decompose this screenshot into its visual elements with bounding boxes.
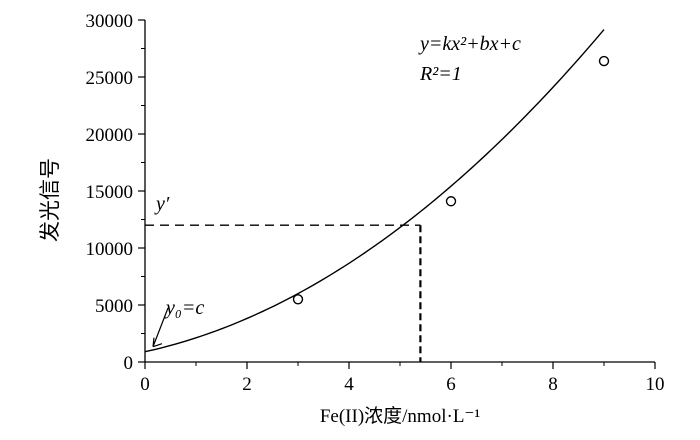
y-axis-label: 发光信号 bbox=[38, 158, 62, 242]
reference-lines bbox=[145, 224, 422, 362]
y-tick-label: 10000 bbox=[86, 239, 134, 260]
tick-labels: 0 2 4 6 8 10 0 5000 10000 15000 20000 25000 30000 bbox=[86, 11, 665, 395]
x-tick-label: 10 bbox=[646, 374, 665, 395]
x-tick-label: 2 bbox=[242, 374, 252, 395]
x-tick-label: 0 bbox=[140, 374, 150, 395]
y-prime-annotation: y′ bbox=[154, 193, 170, 215]
x-axis-label: Fe(II)浓度/nmol·L⁻¹ bbox=[320, 405, 481, 427]
y-tick-label: 25000 bbox=[86, 68, 134, 89]
tick-marks bbox=[138, 19, 656, 369]
x-tick-label: 8 bbox=[548, 374, 558, 395]
intercept-annotation: y₀=c bbox=[164, 297, 204, 319]
data-point bbox=[292, 294, 304, 305]
r-squared-annotation: R²=1 bbox=[419, 63, 462, 85]
y-tick-label: 0 bbox=[124, 353, 134, 374]
fit-curve bbox=[144, 29, 605, 353]
y-tick-label: 20000 bbox=[86, 125, 134, 146]
y-tick-label: 30000 bbox=[86, 11, 134, 32]
data-point bbox=[598, 55, 610, 67]
x-tick-label: 6 bbox=[446, 374, 456, 395]
intercept-arrow bbox=[152, 307, 169, 348]
axes bbox=[144, 20, 655, 363]
equation-annotation: y=kx²+bx+c bbox=[418, 33, 521, 55]
x-tick-label: 4 bbox=[344, 374, 354, 395]
data-point bbox=[445, 196, 457, 207]
y-tick-label: 15000 bbox=[86, 182, 134, 203]
data-points bbox=[292, 55, 610, 305]
y-tick-label: 5000 bbox=[95, 296, 133, 317]
